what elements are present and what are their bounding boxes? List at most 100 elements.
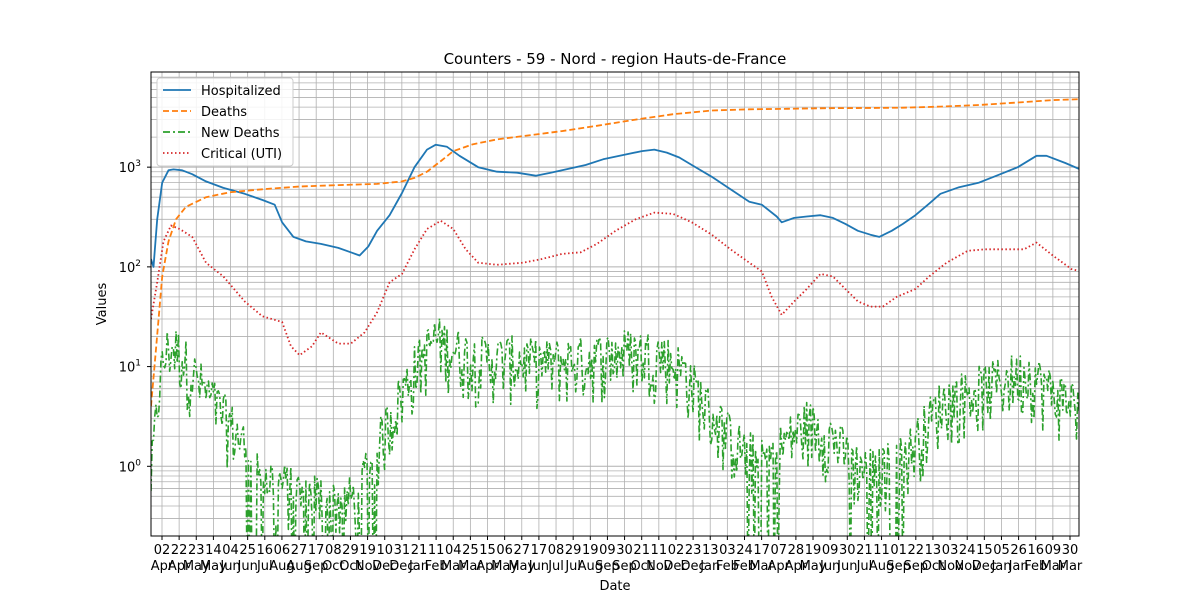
x-tick-label-day: 27	[291, 543, 308, 558]
x-tick-label-day: 08	[548, 543, 565, 558]
x-tick-label-day: 28	[788, 543, 805, 558]
x-tick-label-month: Sep	[304, 559, 329, 574]
legend-label: New Deaths	[201, 126, 280, 141]
x-tick-label-month: Feb	[1024, 559, 1047, 574]
x-tick-label-day: 15	[976, 543, 993, 558]
series-line-critical-uti	[151, 211, 1079, 357]
x-tick-label-day: 09	[599, 543, 616, 558]
x-tick-label-month: Sep	[904, 559, 929, 574]
x-tick-label-day: 19	[805, 543, 822, 558]
x-tick-label-day: 22	[908, 543, 925, 558]
x-tick-label-day: 05	[993, 543, 1010, 558]
x-tick-label-month: Mar	[1058, 559, 1083, 574]
x-tick-label-month: Apr	[785, 559, 808, 574]
x-tick-label-day: 24	[736, 543, 753, 558]
x-tick-label-day: 03	[942, 543, 959, 558]
x-tick-label-month: Apr	[476, 559, 499, 574]
x-tick-label-day: 14	[205, 543, 222, 558]
axis-ticks: 02Apr22Apr23May14May04Jun25Jun16Jul06Aug…	[119, 159, 1083, 574]
x-tick-label-month: Feb	[425, 559, 448, 574]
x-tick-label-day: 06	[274, 543, 291, 558]
x-tick-label-month: Dec	[972, 559, 997, 574]
x-tick-label-day: 02	[668, 543, 685, 558]
legend-label: Hospitalized	[201, 84, 281, 99]
x-tick-label-month: Mar	[458, 559, 483, 574]
x-tick-label-day: 04	[222, 543, 239, 558]
x-tick-label-day: 21	[856, 543, 873, 558]
series-group	[151, 98, 1079, 536]
x-tick-label-month: Jul	[564, 559, 581, 574]
x-tick-label-month: Nov	[646, 559, 672, 574]
x-tick-label-month: Aug	[286, 559, 311, 574]
legend-box	[156, 77, 294, 167]
x-tick-label-day: 24	[959, 543, 976, 558]
x-tick-label-month: Nov	[955, 559, 981, 574]
x-tick-label-month: Jun	[836, 559, 857, 574]
x-tick-label-day: 16	[1027, 543, 1044, 558]
x-tick-label-month: Oct	[922, 559, 944, 574]
x-tick-label-day: 17	[753, 543, 770, 558]
y-tick-label: 102	[119, 259, 141, 276]
x-tick-label-month: Aug	[869, 559, 894, 574]
x-tick-label-month: Apr	[168, 559, 191, 574]
x-tick-label-month: Jun	[219, 559, 240, 574]
x-tick-label-day: 11	[651, 543, 668, 558]
x-tick-label-day: 03	[719, 543, 736, 558]
x-tick-label-month: Jul	[256, 559, 273, 574]
x-tick-label-day: 15	[479, 543, 496, 558]
x-tick-label-month: May	[508, 559, 535, 574]
x-tick-label-month: May	[800, 559, 827, 574]
x-tick-label-day: 10	[376, 543, 393, 558]
x-tick-label-day: 13	[925, 543, 942, 558]
legend-label: Critical (UTI)	[201, 147, 282, 162]
x-tick-label-month: Mar	[749, 559, 774, 574]
axes-frame	[150, 71, 1080, 537]
series-line-new-deaths	[151, 317, 1079, 536]
x-tick-label-month: Dec	[681, 559, 706, 574]
x-tick-label-day: 04	[445, 543, 462, 558]
x-tick-label-day: 21	[411, 543, 428, 558]
x-tick-label-day: 25	[239, 543, 256, 558]
x-tick-label-day: 31	[394, 543, 411, 558]
x-tick-label-month: Jan	[699, 559, 720, 574]
x-tick-label-month: Feb	[733, 559, 756, 574]
x-tick-label-day: 17	[308, 543, 325, 558]
x-tick-label-month: Jun	[237, 559, 258, 574]
x-tick-label-month: Jan	[1008, 559, 1029, 574]
x-tick-label-day: 01	[890, 543, 907, 558]
x-tick-label-day: 30	[839, 543, 856, 558]
x-tick-label-month: Jan	[990, 559, 1011, 574]
x-tick-label-day: 02	[154, 543, 171, 558]
x-tick-label-day: 11	[428, 543, 445, 558]
y-axis-label: Values	[95, 283, 110, 326]
series-line-hospitalized	[151, 143, 1079, 268]
x-tick-label-day: 30	[1062, 543, 1079, 558]
x-tick-label-month: Aug	[269, 559, 294, 574]
x-tick-label-day: 29	[565, 543, 582, 558]
x-tick-label-day: 17	[531, 543, 548, 558]
x-tick-label-day: 23	[188, 543, 205, 558]
x-tick-label-month: May	[491, 559, 518, 574]
legend: Hospitalized Deaths New Deaths Critical (UT…	[156, 77, 294, 167]
x-tick-label-day: 07	[770, 543, 787, 558]
x-tick-label-month: Mar	[441, 559, 466, 574]
x-tick-label-month: Oct	[322, 559, 344, 574]
x-tick-label-day: 08	[325, 543, 342, 558]
x-tick-label-day: 26	[1010, 543, 1027, 558]
x-tick-label-month: Jul	[547, 559, 564, 574]
x-tick-label-month: Aug	[578, 559, 603, 574]
x-tick-label-day: 22	[171, 543, 188, 558]
plot-area	[151, 98, 1079, 536]
x-tick-label-month: Mar	[1041, 559, 1066, 574]
x-tick-label-month: May	[200, 559, 227, 574]
x-tick-label-month: Apr	[768, 559, 791, 574]
x-tick-label-month: Sep	[886, 559, 911, 574]
x-tick-label-day: 09	[822, 543, 839, 558]
x-tick-label-day: 19	[359, 543, 376, 558]
x-tick-label-day: 29	[342, 543, 359, 558]
legend-label: Deaths	[201, 105, 247, 120]
x-tick-label-month: Jan	[408, 559, 429, 574]
x-tick-label-month: Oct	[630, 559, 652, 574]
y-tick-label: 101	[119, 359, 141, 376]
y-tick-label: 103	[119, 159, 141, 176]
